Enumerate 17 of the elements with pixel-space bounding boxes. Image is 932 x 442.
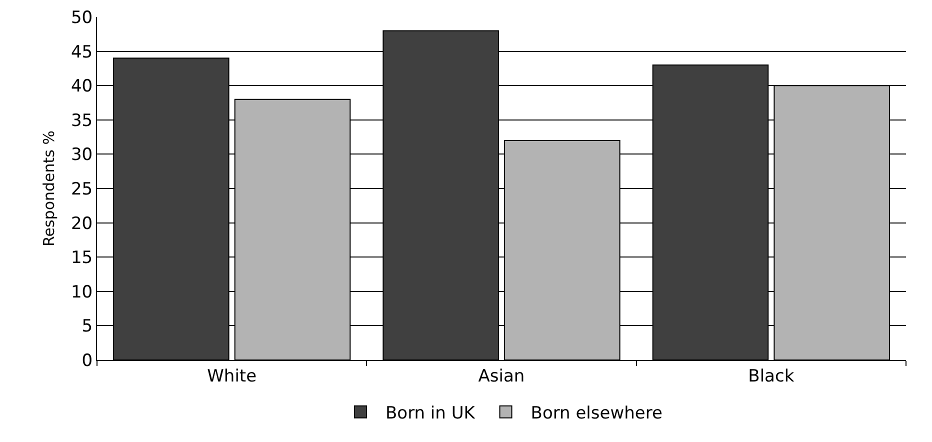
y-tick-label: 5 (82, 316, 93, 337)
y-axis-title: Respondents % (40, 130, 58, 246)
y-tick-label: 30 (70, 145, 93, 166)
x-tick-label: Asian (478, 366, 525, 386)
y-tick-label: 20 (70, 214, 93, 234)
legend-label: Born in UK (386, 403, 476, 424)
y-tick-label: 25 (70, 179, 93, 200)
legend-label: Born elsewhere (530, 403, 662, 424)
y-tick-label: 10 (70, 282, 93, 302)
y-tick-label: 15 (70, 248, 93, 268)
x-tick-label: Black (748, 366, 794, 386)
y-tick-label: 35 (70, 110, 93, 131)
x-tick-label: White (207, 366, 257, 386)
y-tick-label: 50 (70, 8, 93, 28)
y-tick-label: 45 (70, 42, 93, 62)
y-tick-label: 0 (82, 350, 93, 371)
y-tick-label: 40 (70, 76, 93, 97)
